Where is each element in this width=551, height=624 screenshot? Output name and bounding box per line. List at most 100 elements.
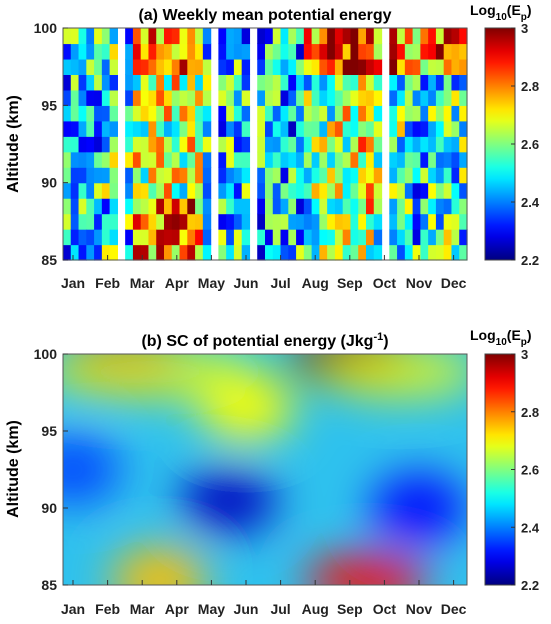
heatmap-cell xyxy=(257,58,266,75)
heatmap-cell xyxy=(459,151,468,168)
heatmap-cell xyxy=(140,43,150,60)
heatmap-cell xyxy=(350,244,359,261)
heatmap-cell xyxy=(334,28,344,45)
heatmap-cell xyxy=(156,182,165,199)
heatmap-cell xyxy=(296,213,305,230)
heatmap-cell xyxy=(358,120,367,137)
heatmap-cell xyxy=(265,229,274,246)
panel-b-y-label: Altitude (km) xyxy=(5,420,22,518)
heatmap-cell xyxy=(148,105,157,122)
heatmap-cell xyxy=(412,58,421,75)
heatmap-cell xyxy=(319,74,328,91)
heatmap-cell xyxy=(132,151,142,168)
heatmap-cell xyxy=(319,89,328,106)
heatmap-cell xyxy=(288,28,297,45)
heatmap-cell xyxy=(334,136,344,153)
heatmap-cell xyxy=(296,74,305,91)
heatmap-cell xyxy=(327,43,336,60)
heatmap-cell xyxy=(342,229,352,246)
heatmap-cell xyxy=(257,105,266,122)
heatmap-cell xyxy=(342,58,352,75)
heatmap-cell xyxy=(296,43,305,60)
heatmap-cell xyxy=(70,151,80,168)
heatmap-cell xyxy=(389,105,398,122)
heatmap-cell xyxy=(101,28,111,45)
heatmap-cell xyxy=(373,229,383,246)
heatmap-cell xyxy=(179,229,188,246)
heatmap-cell xyxy=(373,89,383,106)
heatmap-cell xyxy=(265,58,274,75)
heatmap-cell xyxy=(272,244,282,261)
panel-a-y-label: Altitude (km) xyxy=(5,95,22,193)
heatmap-cell xyxy=(420,151,429,168)
heatmap-cell xyxy=(272,136,282,153)
panel-b-y-ticks: 85 90 95 100 xyxy=(34,346,68,593)
heatmap-cell xyxy=(366,244,375,261)
heatmap-cell xyxy=(334,43,344,60)
heatmap-cell xyxy=(319,198,328,215)
heatmap-cell xyxy=(373,43,383,60)
heatmap-cell xyxy=(280,213,289,230)
heatmap-cell xyxy=(156,89,165,106)
heatmap-cell xyxy=(226,151,235,168)
heatmap-cell xyxy=(451,198,460,215)
heatmap-cell xyxy=(148,28,157,45)
heatmap-cell xyxy=(86,74,95,91)
panel-a-frame xyxy=(62,27,468,261)
heatmap-cell xyxy=(109,213,118,230)
heatmap-cell xyxy=(435,229,445,246)
heatmap-cell xyxy=(404,213,414,230)
heatmap-cell xyxy=(435,89,445,106)
heatmap-cell xyxy=(140,182,150,199)
heatmap-cell xyxy=(303,182,313,199)
heatmap-cell xyxy=(366,167,375,184)
heatmap-cell xyxy=(420,244,429,261)
heatmap-cell xyxy=(350,229,359,246)
colorbar-tick-label: 2.8 xyxy=(521,405,539,420)
heatmap-cell xyxy=(125,43,134,60)
heatmap-cell xyxy=(241,229,251,246)
heatmap-cell xyxy=(125,151,134,168)
heatmap-cell xyxy=(397,182,406,199)
heatmap-cell xyxy=(265,136,274,153)
heatmap-cell xyxy=(451,89,460,106)
heatmap-cell xyxy=(132,136,142,153)
heatmap-cell xyxy=(366,151,375,168)
heatmap-cell xyxy=(296,151,305,168)
heatmap-cell xyxy=(101,136,111,153)
heatmap-cell xyxy=(280,43,289,60)
heatmap-cell xyxy=(109,182,118,199)
heatmap-cell xyxy=(272,89,282,106)
heatmap-cell xyxy=(233,229,243,246)
heatmap-cell xyxy=(288,74,297,91)
heatmap-cell xyxy=(94,229,103,246)
heatmap-cell xyxy=(233,136,243,153)
heatmap-cell xyxy=(156,43,165,60)
heatmap-cell xyxy=(303,105,313,122)
heatmap-cell xyxy=(272,167,282,184)
heatmap-cell xyxy=(171,120,181,137)
heatmap-cell xyxy=(350,74,359,91)
x-tick-label: Sep xyxy=(337,601,363,617)
heatmap-cell xyxy=(451,136,460,153)
heatmap-cell xyxy=(171,182,181,199)
heatmap-cell xyxy=(257,74,266,91)
heatmap-cell xyxy=(443,182,453,199)
heatmap-cell xyxy=(428,105,437,122)
heatmap-cell xyxy=(334,229,344,246)
panel-a-colorbar xyxy=(485,28,515,260)
heatmap-cell xyxy=(202,182,212,199)
heatmap-cell xyxy=(63,136,72,153)
heatmap-cell xyxy=(288,105,297,122)
heatmap-cell xyxy=(303,74,313,91)
heatmap-cell xyxy=(327,213,336,230)
heatmap-cell xyxy=(334,74,344,91)
heatmap-cell xyxy=(404,89,414,106)
heatmap-cell xyxy=(272,58,282,75)
heatmap-cell xyxy=(311,74,320,91)
heatmap-cell xyxy=(109,43,118,60)
contour-feature xyxy=(320,354,467,398)
heatmap-cell xyxy=(443,136,453,153)
heatmap-cell xyxy=(280,136,289,153)
colorbar-tick-label: 2.6 xyxy=(521,463,539,478)
